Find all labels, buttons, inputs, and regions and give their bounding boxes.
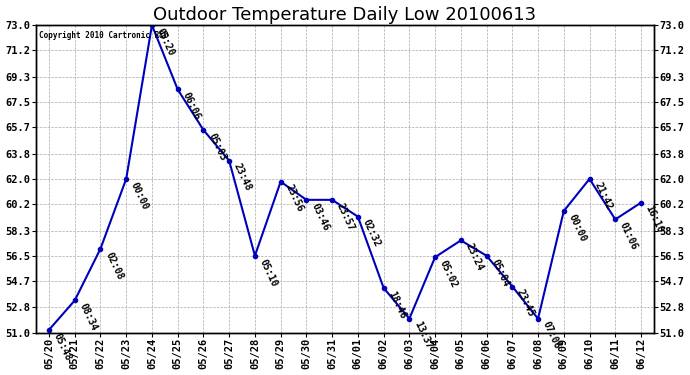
Text: 05:48: 05:48 [52,331,73,362]
Text: 23:56: 23:56 [284,183,305,214]
Text: 02:08: 02:08 [104,250,125,281]
Text: 05:03: 05:03 [206,131,228,162]
Text: 23:45: 23:45 [515,288,537,319]
Text: 18:46: 18:46 [386,289,408,320]
Text: 05:10: 05:10 [257,257,279,288]
Text: 00:00: 00:00 [129,180,150,211]
Text: 21:42: 21:42 [592,180,614,211]
Text: 16:10: 16:10 [644,204,665,235]
Text: 23:57: 23:57 [335,201,356,232]
Text: 05:20: 05:20 [155,27,176,57]
Text: 23:24: 23:24 [464,242,485,273]
Text: Copyright 2010 Cartronic R&D: Copyright 2010 Cartronic R&D [39,31,168,40]
Text: 02:32: 02:32 [361,218,382,249]
Text: 07:06: 07:06 [541,320,562,351]
Text: 08:34: 08:34 [77,302,99,333]
Text: 06:06: 06:06 [181,91,202,122]
Text: 01:06: 01:06 [618,221,640,252]
Text: 05:04: 05:04 [489,257,511,288]
Text: 13:37: 13:37 [412,320,433,351]
Text: 03:46: 03:46 [309,201,331,232]
Text: 05:02: 05:02 [438,258,460,290]
Text: 23:48: 23:48 [232,162,253,193]
Text: 00:00: 00:00 [566,212,588,243]
Title: Outdoor Temperature Daily Low 20100613: Outdoor Temperature Daily Low 20100613 [153,6,537,24]
